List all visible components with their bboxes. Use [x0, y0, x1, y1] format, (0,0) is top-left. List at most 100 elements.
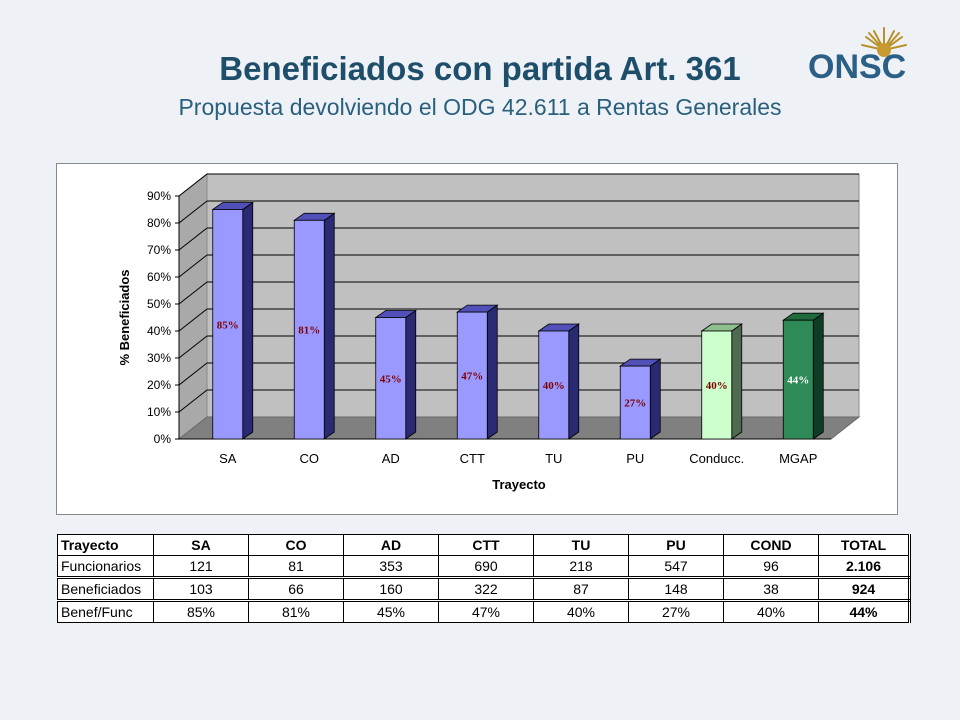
gridline: [178, 227, 208, 251]
data-label: 45%: [380, 373, 402, 385]
table-header-cell: COND: [723, 534, 819, 556]
bar: [456, 311, 488, 440]
table-row: Beneficiados 103 66 160 322 87 148 38 92…: [57, 577, 911, 602]
bar-side-face: [568, 323, 580, 440]
table-header-row: Trayecto SA CO AD CTT TU PU COND TOTAL: [57, 534, 911, 556]
bar-side-face: [242, 201, 254, 440]
y-tick-label: 40%: [147, 324, 171, 338]
bar-side-face: [405, 309, 417, 440]
gridline: [178, 200, 208, 224]
table-cell: 121: [153, 555, 249, 579]
bar: [212, 209, 244, 440]
table-cell: 690: [438, 555, 534, 579]
table-cell: 160: [343, 577, 439, 602]
chart-frame: 0% 10% 20% 30% 40% 50% 60% 70% 80% 90% 85% SA 81% CO 4…: [56, 163, 898, 515]
data-label: 81%: [298, 325, 320, 337]
y-tick-label: 50%: [147, 297, 171, 311]
table-row-label: Funcionarios: [57, 555, 154, 579]
x-tick-label: MGAP: [779, 451, 817, 466]
table-header-cell: CTT: [438, 534, 534, 556]
table-cell: 38: [723, 577, 819, 602]
table-cell: 353: [343, 555, 439, 579]
bar: [375, 317, 407, 440]
bar: [293, 219, 325, 440]
table-header-cell: Trayecto: [57, 534, 154, 556]
x-tick-label: CTT: [460, 451, 485, 466]
data-label: 44%: [787, 375, 809, 387]
gridline: [178, 362, 208, 386]
y-axis-title: % Beneficiados: [117, 269, 132, 365]
plot-side-wall: [178, 172, 208, 441]
bar: [619, 365, 651, 440]
table-cell: 87: [533, 577, 629, 602]
x-tick-label: TU: [545, 451, 562, 466]
logo-text: ONSC: [808, 48, 906, 86]
table-header-cell: AD: [343, 534, 439, 556]
gridline: [178, 335, 208, 359]
y-tick-label: 20%: [147, 378, 171, 392]
data-label: 40%: [543, 380, 565, 392]
y-tick-label: 10%: [147, 405, 171, 419]
data-table: Trayecto SA CO AD CTT TU PU COND TOTAL F…: [57, 534, 911, 623]
bar-side-face: [731, 323, 743, 440]
table-cell: 103: [153, 577, 249, 602]
data-label: 40%: [706, 380, 728, 392]
table-cell: 85%: [153, 600, 249, 623]
table-cell: 45%: [343, 600, 439, 623]
table-header-cell: PU: [628, 534, 724, 556]
gridline: [178, 254, 208, 278]
data-label: 47%: [461, 371, 483, 383]
table-cell: 44%: [818, 600, 911, 623]
x-tick-label: SA: [219, 451, 237, 466]
table-cell: 218: [533, 555, 629, 579]
bar: [701, 330, 733, 440]
page-title: Beneficiados con partida Art. 361: [219, 50, 741, 87]
gridline: [178, 281, 208, 305]
table-row: Funcionarios 121 81 353 690 218 547 96 2…: [57, 555, 911, 579]
table-row-label: Beneficiados: [57, 577, 154, 602]
table-cell: 148: [628, 577, 724, 602]
table-header-cell: TU: [533, 534, 629, 556]
bar-side-face: [649, 358, 661, 440]
table-header-cell: SA: [153, 534, 249, 556]
bar-chart: 0% 10% 20% 30% 40% 50% 60% 70% 80% 90% 85% SA 81% CO 4…: [117, 172, 861, 492]
table-cell: 96: [723, 555, 819, 579]
sun-icon: [877, 43, 891, 57]
table-header-cell: CO: [248, 534, 344, 556]
page-subtitle: Propuesta devolviendo el ODG 42.611 a Re…: [178, 94, 782, 120]
table-cell: 81: [248, 555, 344, 579]
data-label: 27%: [624, 398, 646, 410]
bar: [538, 330, 570, 440]
data-label: 85%: [217, 319, 239, 331]
table-cell: 40%: [723, 600, 819, 623]
table-header-cell: TOTAL: [818, 534, 911, 556]
gridline: [178, 173, 208, 197]
table-cell: 2.106: [818, 555, 911, 579]
table-row: Benef/Func 85% 81% 45% 47% 40% 27% 40% 4…: [57, 600, 911, 623]
bar-side-face: [323, 212, 335, 440]
gridline: [178, 308, 208, 332]
x-tick-label: PU: [626, 451, 644, 466]
y-tick-label: 80%: [147, 216, 171, 230]
table-cell: 40%: [533, 600, 629, 623]
plot-floor: [177, 416, 861, 440]
y-tick-label: 30%: [147, 351, 171, 365]
bar-side-face: [486, 304, 498, 440]
table-cell: 66: [248, 577, 344, 602]
x-tick-label: Conducc.: [689, 451, 744, 466]
y-tick-label: 0%: [154, 432, 172, 446]
y-tick-label: 90%: [147, 189, 171, 203]
y-tick-label: 70%: [147, 243, 171, 257]
onsc-logo: ONSC: [808, 27, 907, 86]
table-cell: 47%: [438, 600, 534, 623]
table-cell: 27%: [628, 600, 724, 623]
bar-side-face: [812, 312, 824, 440]
table-cell: 81%: [248, 600, 344, 623]
gridline: [178, 389, 208, 413]
x-tick-label: CO: [300, 451, 320, 466]
table-cell: 924: [818, 577, 911, 602]
table-cell: 547: [628, 555, 724, 579]
y-tick-label: 60%: [147, 270, 171, 284]
table-row-label: Benef/Func: [57, 600, 154, 623]
table-cell: 322: [438, 577, 534, 602]
